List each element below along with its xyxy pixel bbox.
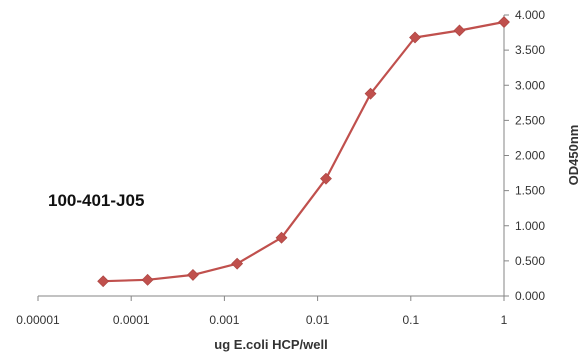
data-point-marker: [187, 269, 199, 281]
data-point-marker: [498, 16, 510, 28]
data-point-marker: [320, 172, 332, 185]
y-tick-label: 2.000: [515, 149, 545, 163]
y-tick-label: 0.000: [515, 289, 545, 303]
x-tick-label: 1: [501, 313, 508, 327]
data-point-marker: [453, 24, 466, 37]
axes-group: 0.00001 0.0001 0.001 0.01 0.1 1 0.000 0.500 1.00…: [16, 8, 545, 327]
data-point-marker: [231, 257, 244, 270]
series-line: [103, 20, 505, 283]
series-group: [97, 16, 510, 288]
x-tick-label: 0.1: [402, 313, 419, 327]
y-tick-label: 2.500: [515, 113, 545, 127]
x-tick-label: 0.00001: [16, 313, 60, 327]
y-axis-title: OD450nm: [566, 125, 581, 186]
x-tick-label: 0.01: [306, 313, 330, 327]
y-tick-label: 1.000: [515, 219, 545, 233]
y-tick-label: 0.500: [515, 254, 545, 268]
chart-annotation-label: 100-401-J05: [48, 191, 144, 210]
y-tick-label: 3.500: [515, 43, 545, 57]
data-point-marker: [141, 273, 154, 286]
y-tick-label: 3.000: [515, 78, 545, 92]
y-tick-label: 4.000: [515, 8, 545, 22]
data-point-marker: [364, 87, 377, 100]
data-point-marker: [97, 275, 110, 288]
data-point-marker: [275, 231, 288, 244]
x-tick-label: 0.0001: [113, 313, 150, 327]
x-axis-title: ug E.coli HCP/well: [214, 337, 327, 352]
y-tick-label: 1.500: [515, 184, 545, 198]
x-tick-label: 0.001: [209, 313, 239, 327]
data-point-marker: [409, 31, 421, 44]
